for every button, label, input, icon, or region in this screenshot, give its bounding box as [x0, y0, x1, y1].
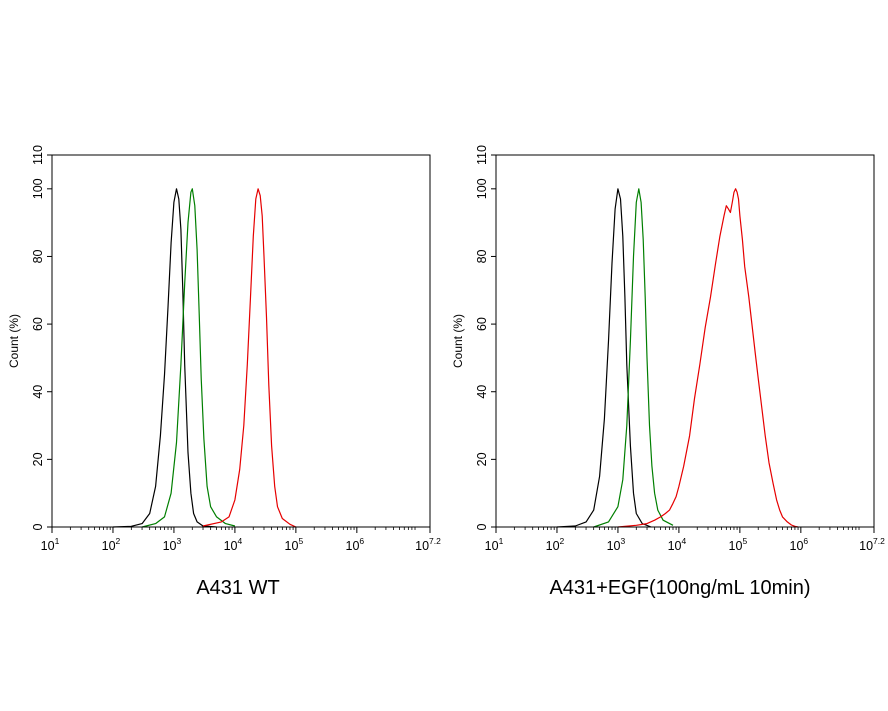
x-tick-base: 10	[729, 539, 743, 553]
x-tick-exponent: 1	[499, 536, 504, 546]
x-tick-label: 103	[607, 536, 626, 553]
x-tick-label: 102	[102, 536, 121, 553]
series-line-2	[202, 188, 297, 528]
x-tick-exponent: 4	[237, 536, 242, 546]
x-tick-label: 102	[546, 536, 565, 553]
x-tick-base: 10	[285, 539, 299, 553]
x-tick-label: 106	[790, 536, 809, 553]
y-tick-label: 80	[31, 249, 45, 263]
series-line-1	[141, 188, 236, 528]
plot-frame	[495, 154, 875, 528]
x-tick-label: 104	[668, 536, 687, 553]
y-tick-label: 110	[475, 145, 489, 165]
series-line-1	[593, 188, 674, 528]
x-tick-base: 10	[485, 539, 499, 553]
x-tick-exponent: 4	[681, 536, 686, 546]
x-tick-base: 10	[607, 539, 621, 553]
y-tick-label: 100	[31, 178, 45, 199]
y-tick-label: 40	[31, 385, 45, 399]
x-tick-exponent: 2	[116, 536, 121, 546]
x-tick-base: 10	[668, 539, 682, 553]
y-tick-label: 40	[475, 385, 489, 399]
series-line-0	[556, 188, 652, 528]
x-tick-exponent: 2	[560, 536, 565, 546]
x-tick-label: 105	[285, 536, 304, 553]
x-tick-label: 101	[485, 536, 504, 553]
series-layer	[112, 188, 297, 528]
y-tick-label: 20	[475, 452, 489, 466]
x-tick-exponent: 6	[359, 536, 364, 546]
y-tick-label: 60	[31, 317, 45, 331]
y-tick-label: 0	[31, 523, 45, 530]
x-tick-exponent: 7.2	[429, 536, 441, 546]
panel-title: A431+EGF(100ng/mL 10min)	[549, 577, 810, 599]
x-tick-label: 104	[224, 536, 243, 553]
x-tick-exponent: 3	[177, 536, 182, 546]
x-tick-exponent: 5	[298, 536, 303, 546]
y-tick-label: 20	[31, 452, 45, 466]
x-tick-base: 10	[790, 539, 804, 553]
x-tick-label: 106	[346, 536, 365, 553]
histogram-panel-egf: A431+EGF(100ng/mL 10min) Count (%) 0 20 40…	[451, 145, 885, 599]
x-tick-label: 101	[41, 536, 60, 553]
y-tick-label: 100	[475, 178, 489, 199]
plot-frame	[51, 154, 431, 528]
panel-title: A431 WT	[196, 577, 279, 599]
x-tick-base: 10	[346, 539, 360, 553]
x-tick-exponent: 1	[55, 536, 60, 546]
y-tick-label: 110	[31, 145, 45, 165]
series-layer	[556, 188, 799, 528]
x-tick-label: 103	[163, 536, 182, 553]
y-axis-label: Count (%)	[451, 314, 465, 368]
y-tick-label: 80	[475, 249, 489, 263]
x-tick-base: 10	[41, 539, 55, 553]
series-line-2	[617, 188, 799, 528]
x-tick-base: 10	[224, 539, 238, 553]
y-tick-label: 0	[475, 523, 489, 530]
x-tick-label: 107.2	[415, 536, 441, 553]
x-tick-base: 10	[102, 539, 116, 553]
y-axis-label: Count (%)	[7, 314, 21, 368]
x-tick-exponent: 6	[803, 536, 808, 546]
x-tick-exponent: 5	[742, 536, 747, 546]
series-line-0	[112, 188, 217, 528]
x-tick-base: 10	[859, 539, 873, 553]
y-tick-label: 60	[475, 317, 489, 331]
x-tick-base: 10	[415, 539, 429, 553]
x-tick-base: 10	[163, 539, 177, 553]
x-tick-exponent: 7.2	[873, 536, 885, 546]
x-tick-label: 105	[729, 536, 748, 553]
x-tick-label: 107.2	[859, 536, 885, 553]
x-tick-base: 10	[546, 539, 560, 553]
x-tick-exponent: 3	[621, 536, 626, 546]
